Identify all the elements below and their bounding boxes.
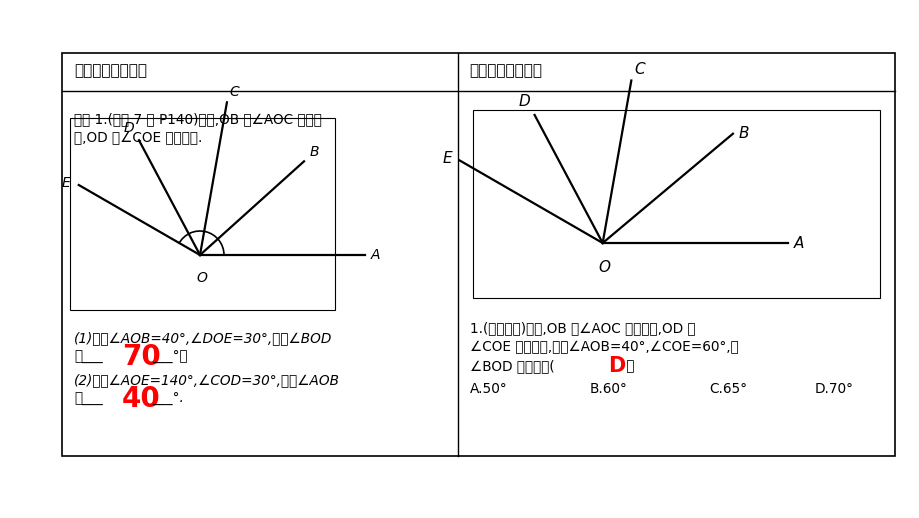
Text: 1.(滨州中考)如图,OB 是∠AOC 的平分线,OD 是: 1.(滨州中考)如图,OB 是∠AOC 的平分线,OD 是	[470, 321, 695, 335]
Text: O: O	[197, 271, 207, 285]
Text: C.65°: C.65°	[709, 382, 747, 396]
Bar	[472, 110, 879, 298]
Text: B: B	[738, 126, 749, 141]
Text: D.70°: D.70°	[814, 382, 853, 396]
Text: ___°.: ___°.	[152, 392, 184, 406]
Text: 中考同源变式训练: 中考同源变式训练	[470, 64, 542, 79]
Text: 是___: 是___	[74, 392, 103, 406]
Text: A: A	[793, 236, 803, 251]
Text: A.50°: A.50°	[470, 382, 506, 396]
Text: 线,OD 是∠COE 的平分线.: 线,OD 是∠COE 的平分线.	[74, 131, 202, 145]
Text: E: E	[442, 151, 451, 166]
Text: ∠COE 的平分线,如果∠AOB=40°,∠COE=60°,则: ∠COE 的平分线,如果∠AOB=40°,∠COE=60°,则	[470, 340, 738, 354]
Text: B: B	[310, 146, 319, 160]
Bar	[62, 53, 894, 456]
Text: O: O	[598, 260, 610, 275]
Bar	[70, 118, 335, 310]
Text: E: E	[62, 176, 71, 190]
Text: 70: 70	[122, 343, 161, 371]
Text: C: C	[230, 85, 240, 99]
Text: 母题 1.(人教 7 上 P140)如图,OB 是∠AOC 的平分: 母题 1.(人教 7 上 P140)如图,OB 是∠AOC 的平分	[74, 112, 322, 126]
Text: A: A	[370, 248, 380, 262]
Text: D: D	[518, 94, 530, 109]
Text: 40: 40	[122, 385, 161, 413]
Text: 是___: 是___	[74, 350, 103, 364]
Text: ）: ）	[621, 359, 633, 373]
Text: 教材高频母题精选: 教材高频母题精选	[74, 64, 147, 79]
Text: (2)如果∠AOE=140°,∠COD=30°,那么∠AOB: (2)如果∠AOE=140°,∠COD=30°,那么∠AOB	[74, 373, 340, 387]
Text: ___°；: ___°；	[152, 350, 187, 364]
Text: ∠BOD 的度数为(: ∠BOD 的度数为(	[470, 359, 558, 373]
Text: B.60°: B.60°	[589, 382, 627, 396]
Text: (1)如果∠AOB=40°,∠DOE=30°,那么∠BOD: (1)如果∠AOB=40°,∠DOE=30°,那么∠BOD	[74, 331, 332, 345]
Text: C: C	[633, 62, 644, 77]
Text: D: D	[123, 121, 134, 135]
Text: D: D	[607, 356, 624, 376]
